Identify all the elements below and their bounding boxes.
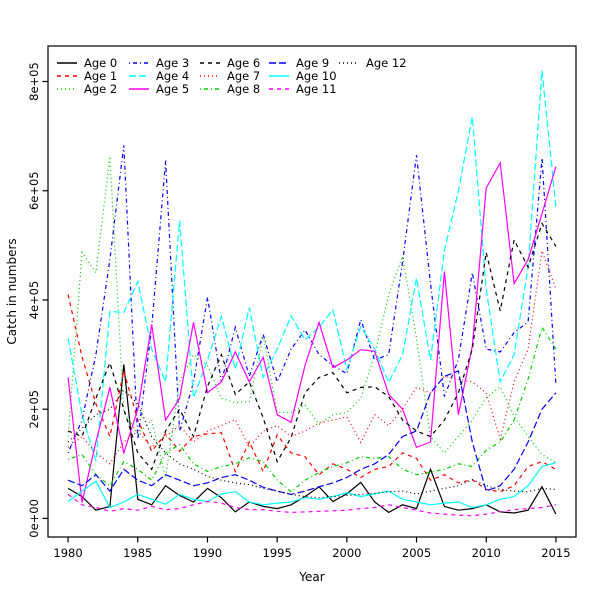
y-tick-label: 8e+05 [27, 62, 41, 101]
x-tick-label: 1980 [53, 546, 82, 560]
x-axis: 1980 1985 1990 1995 2000 2005 2010 2015 [53, 537, 571, 560]
y-axis-title: Catch in numbers [5, 238, 19, 344]
legend-label-age-7: Age 7 [227, 69, 260, 83]
series-line-age-0 [67, 364, 557, 515]
plot-box [47, 45, 577, 538]
y-tick-label: 4e+05 [27, 281, 41, 320]
series-line-age-2 [67, 156, 557, 478]
legend-label-age-12: Age 12 [366, 56, 407, 70]
series-line-age-4 [67, 70, 557, 462]
legend-label-age-2: Age 2 [84, 82, 117, 96]
series-line-age-6 [67, 222, 557, 471]
legend-label-age-6: Age 6 [227, 56, 260, 70]
series-line-age-9 [67, 370, 557, 496]
x-tick-label: 2000 [332, 546, 361, 560]
series-line-age-11 [67, 493, 557, 517]
series-line-age-5 [67, 160, 557, 503]
legend-label-age-8: Age 8 [227, 82, 260, 96]
x-tick-label: 2005 [402, 546, 431, 560]
legend-label-age-5: Age 5 [156, 82, 189, 96]
x-tick-label: 1985 [123, 546, 152, 560]
x-tick-label: 2015 [541, 546, 570, 560]
x-tick-label: 2010 [472, 546, 501, 560]
legend-label-age-4: Age 4 [156, 69, 189, 83]
series-line-age-1 [67, 294, 557, 493]
series-line-age-7 [67, 250, 557, 465]
series-line-age-10 [67, 462, 557, 509]
x-tick-label: 1995 [263, 546, 292, 560]
y-tick-label: 6e+05 [27, 171, 41, 210]
legend-label-age-10: Age 10 [296, 69, 337, 83]
legend-label-age-9: Age 9 [296, 56, 329, 70]
y-tick-label: 0e+00 [27, 499, 41, 538]
x-axis-title: Year [298, 570, 324, 584]
legend-label-age-3: Age 3 [156, 56, 189, 70]
legend-label-age-11: Age 11 [296, 82, 337, 96]
legend-label-age-1: Age 1 [84, 69, 117, 83]
y-axis: 0e+00 2e+05 4e+05 6e+05 8e+05 [27, 62, 48, 538]
x-tick-label: 1990 [193, 546, 222, 560]
y-tick-label: 2e+05 [27, 390, 41, 429]
series-line-age-8 [67, 325, 557, 493]
series-lines [67, 70, 557, 517]
legend-label-age-0: Age 0 [84, 56, 117, 70]
